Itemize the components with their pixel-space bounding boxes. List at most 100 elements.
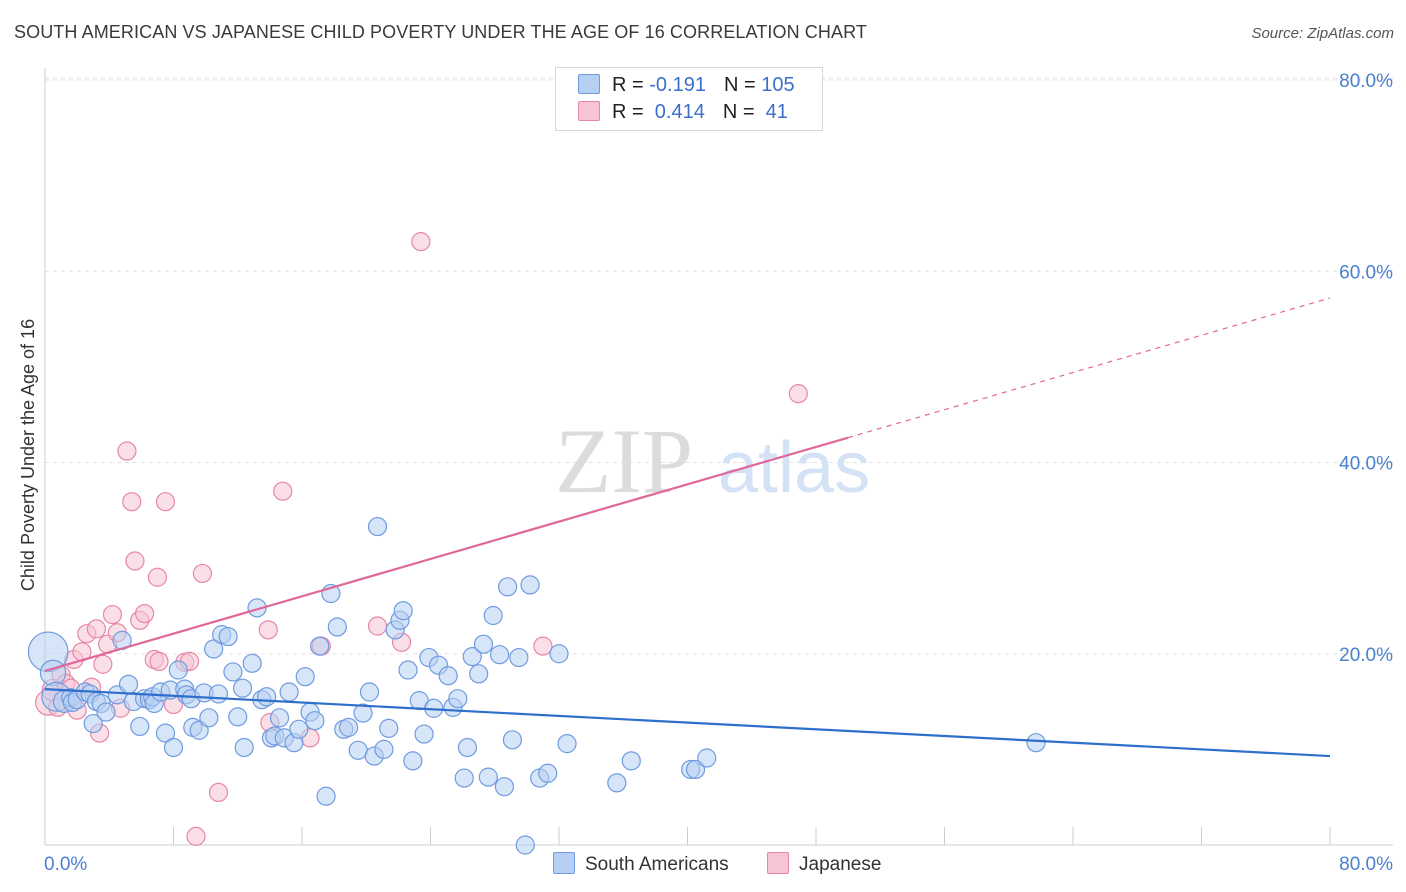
japanese-point: [533, 636, 553, 656]
legend-row-south-americans: R = -0.191 N = 105: [578, 74, 795, 100]
south-american-point: [489, 645, 510, 665]
japanese-point: [125, 551, 145, 571]
south-american-point: [218, 626, 238, 647]
japanese-point: [149, 651, 169, 672]
japanese-point: [273, 481, 293, 501]
south-american-point: [359, 682, 380, 702]
south-american-point: [208, 684, 229, 704]
legend-swatch-pink: [767, 852, 789, 874]
south-american-point: [338, 717, 359, 737]
south-american-point: [310, 636, 330, 656]
watermark-zip: ZIP: [555, 410, 693, 512]
legend-swatch-blue: [553, 852, 575, 874]
japanese-point: [258, 620, 278, 640]
south-american-point: [483, 605, 503, 626]
south-american-point: [448, 689, 468, 709]
axes: [44, 68, 1393, 846]
south-american-point: [379, 718, 399, 738]
japanese-point: [155, 492, 176, 512]
south-american-point: [469, 664, 489, 684]
y-axis-label: Child Poverty Under the Age of 16: [18, 319, 38, 591]
japanese-point: [192, 563, 213, 584]
south-american-point: [462, 647, 482, 667]
south-american-point: [242, 653, 262, 673]
south-american-point: [353, 703, 373, 723]
south-american-point: [204, 639, 224, 659]
trend-lines: [44, 297, 1331, 758]
south-american-point: [685, 759, 706, 780]
x-tick-label: 0.0%: [44, 854, 87, 875]
series-japanese-points: [35, 232, 808, 846]
legend-n-value: 105: [761, 74, 795, 96]
south-american-point: [228, 707, 248, 727]
south-american-point: [155, 723, 176, 743]
source-credit: Source: ZipAtlas.com: [1251, 25, 1394, 42]
gridlines: [45, 77, 1393, 655]
south-american-point: [549, 644, 569, 664]
south-american-point: [118, 674, 139, 694]
japanese-point: [147, 567, 168, 587]
south-american-point: [454, 768, 474, 788]
south-american-point: [498, 577, 518, 597]
legend-n-value: 41: [760, 101, 788, 123]
south-american-point: [289, 719, 309, 739]
chart-title: SOUTH AMERICAN VS JAPANESE CHILD POVERTY…: [14, 22, 867, 42]
south-american-point: [234, 737, 254, 758]
south-american-point: [1026, 733, 1046, 753]
series-south-americans-points: [27, 516, 1046, 855]
south-american-point: [83, 713, 103, 734]
trend-line-japanese-extension: [847, 297, 1331, 439]
japanese-point: [367, 616, 388, 636]
watermark: ZIP atlas: [555, 410, 870, 512]
south-american-point: [494, 777, 514, 797]
south-american-point: [269, 708, 290, 728]
legend-swatch-pink: [578, 101, 600, 121]
y-tick-label: 60.0%: [1339, 262, 1393, 283]
y-tick-label: 20.0%: [1339, 645, 1393, 666]
south-american-point: [168, 660, 188, 680]
south-american-point: [398, 660, 418, 680]
south-american-point: [96, 702, 116, 722]
legend-r-label: R =: [612, 74, 650, 96]
japanese-point: [788, 384, 808, 404]
legend-label: Japanese: [799, 854, 882, 875]
x-tick-label: 80.0%: [1339, 854, 1393, 875]
y-tick-labels: 20.0% 40.0% 60.0% 80.0%: [1339, 71, 1393, 666]
legend-r-label: R =: [612, 101, 650, 123]
south-american-point: [279, 682, 299, 702]
south-american-point: [515, 835, 535, 855]
south-american-point: [348, 740, 368, 760]
south-american-point: [393, 601, 413, 621]
legend-r-value: -0.191: [649, 74, 706, 96]
y-tick-label: 40.0%: [1339, 454, 1393, 475]
south-american-point: [403, 751, 423, 771]
south-american-point: [316, 786, 336, 806]
legend-row-japanese: R = 0.414 N = 41: [578, 101, 788, 127]
japanese-point: [208, 782, 229, 803]
trend-line-south-americans: [44, 688, 1331, 758]
south-american-point: [502, 730, 523, 750]
south-american-point: [232, 678, 253, 698]
south-american-point: [607, 773, 627, 793]
south-american-point: [557, 734, 577, 754]
legend-item-japanese: Japanese: [767, 852, 881, 876]
japanese-point: [93, 654, 113, 674]
japanese-point: [186, 826, 206, 846]
south-american-point: [414, 724, 434, 744]
japanese-point: [411, 232, 431, 252]
japanese-point: [102, 604, 123, 625]
south-american-point: [327, 617, 347, 637]
south-american-point: [39, 659, 67, 687]
legend-label: South Americans: [585, 854, 729, 875]
legend-r-value: 0.414: [649, 101, 705, 123]
x-tick-labels: 0.0% 80.0%: [44, 854, 1393, 875]
south-american-point: [520, 575, 540, 595]
south-american-point: [367, 516, 388, 537]
south-american-point: [199, 708, 219, 728]
south-american-point: [438, 666, 458, 686]
south-american-point: [374, 739, 394, 759]
japanese-point: [134, 603, 155, 624]
south-american-point: [305, 711, 325, 731]
south-american-point: [473, 634, 494, 654]
